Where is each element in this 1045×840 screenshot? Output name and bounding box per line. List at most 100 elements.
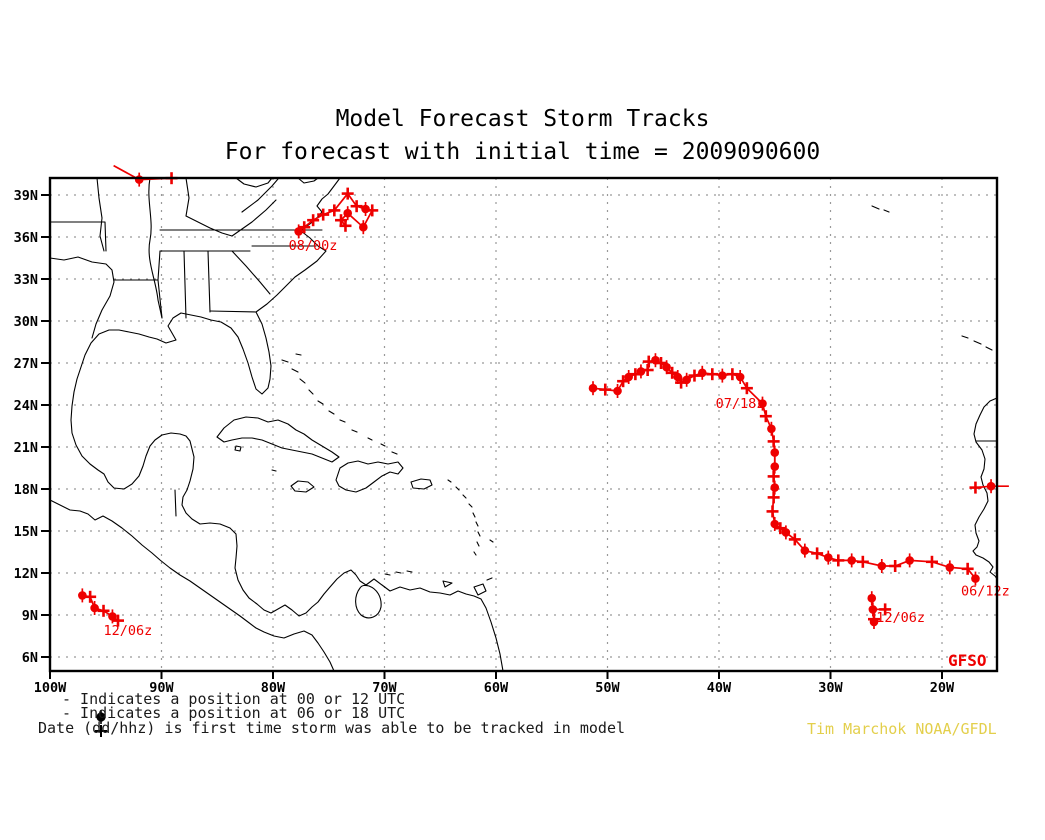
island-isle-of-youth (234, 445, 242, 452)
position-marker-06-18utc (961, 562, 974, 575)
islands-canary (961, 335, 993, 351)
island-cuba (216, 416, 340, 463)
storm-track-northeast-us: 08/00z (289, 187, 379, 254)
storm-track-great-lakes-edge (113, 164, 178, 187)
x-axis-label: 70W (372, 680, 397, 696)
mountain-border-1 (241, 178, 279, 213)
legend-text-1: - Indicates a position at 00 or 12 UTC (62, 689, 406, 708)
position-marker-00-12utc (847, 556, 856, 565)
position-marker-06-18utc (328, 204, 341, 217)
position-marker-06-18utc (879, 603, 892, 616)
islands-abc (384, 570, 413, 576)
credit-text: Tim Marchok NOAA/GFDL (807, 720, 997, 738)
legend-text-2: - Indicates a position at 06 or 18 UTC (62, 703, 406, 722)
lake-erie-edge (235, 177, 273, 188)
position-marker-06-18utc (767, 470, 780, 483)
y-axis-label: 36N (14, 230, 38, 246)
y-axis-label: 33N (14, 272, 38, 288)
x-axis-label: 80W (261, 680, 286, 696)
storm-tracks: 08/00z 07/18z 06/12z 12/06z 12/06z (78, 164, 1010, 639)
axis-ticks-and-labels: 100W 90W 80W 70W 60W 50W 40W 30W 20W 39N 36N 33N 30N… (14, 188, 955, 696)
first-tracked-date-label: 06/12z (961, 584, 1010, 600)
position-marker-00-12utc (868, 605, 878, 614)
position-marker-00-12utc (867, 593, 877, 603)
position-marker-00-12utc (770, 448, 780, 457)
legend-row-1: - Indicates a position at 00 or 12 UTC (38, 689, 406, 724)
lake-maracaibo (355, 584, 382, 619)
position-marker-06-18utc (341, 187, 354, 200)
island-puerto-rico (410, 478, 433, 490)
position-marker-00-12utc (359, 222, 368, 232)
position-marker-00-12utc (781, 528, 791, 537)
y-axis-label: 24N (14, 398, 38, 414)
position-marker-06-18utc (112, 614, 125, 627)
coastline-americas (70, 177, 504, 672)
islands-lesser-antilles (447, 479, 494, 556)
state-border-3 (185, 177, 190, 217)
position-marker-06-18utc (688, 369, 701, 382)
storm-track-central-atlantic-branch (867, 609, 880, 629)
x-axis-label: 20W (930, 680, 955, 696)
position-marker-00-12utc (682, 375, 691, 385)
position-marker-00-12utc (613, 386, 622, 396)
position-marker-06-18utc (339, 219, 352, 232)
position-marker-00-12utc (636, 367, 646, 376)
position-marker-06-18utc (366, 204, 379, 217)
first-tracked-date-label: 12/06z (876, 610, 925, 626)
position-marker-00-12utc (767, 424, 776, 434)
position-marker-06-18utc (350, 200, 363, 213)
first-tracked-date-label: 07/18z (716, 396, 765, 412)
islands-azores (871, 205, 890, 213)
position-marker-06-18utc (599, 383, 612, 396)
position-marker-00-12utc (823, 553, 833, 562)
position-marker-06-18utc (655, 357, 668, 369)
storm-track-west-atlantic: 07/18z (588, 353, 765, 412)
state-border-ms-al (183, 250, 187, 319)
islands-bahamas (271, 353, 398, 472)
y-axis-label: 15N (14, 524, 38, 540)
position-marker-06-18utc (740, 382, 753, 395)
position-marker-00-12utc (697, 368, 707, 378)
x-axis-label: 30W (818, 680, 843, 696)
state-border-ga-fl (209, 310, 257, 313)
position-marker-06-18utc (767, 491, 780, 504)
position-marker-00-12utc (770, 519, 780, 529)
position-marker-00-12utc (735, 372, 745, 382)
position-marker-00-12utc (718, 371, 727, 380)
island-tobago (486, 577, 493, 581)
position-marker-06-18utc (788, 533, 801, 546)
position-marker-00-12utc (361, 204, 370, 214)
position-marker-00-12utc (869, 617, 879, 627)
coastlines (49, 177, 998, 672)
mountain-border-2 (231, 199, 277, 237)
position-marker-00-12utc (986, 481, 996, 491)
position-marker-00-12utc (90, 603, 99, 613)
y-axis-label: 21N (14, 440, 38, 456)
border-belize-guatemala (174, 489, 177, 517)
position-marker-06-18utc (969, 481, 982, 494)
legend-row-3: Date (dd/hhz) is first time storm was ab… (38, 719, 625, 737)
position-marker-06-18utc (298, 221, 311, 234)
position-marker-06-18utc (889, 560, 902, 572)
position-marker-00-12utc (294, 227, 303, 236)
position-marker-06-18utc (811, 547, 824, 560)
coastline-west-africa (972, 397, 998, 580)
y-axis-label: 30N (14, 314, 38, 330)
storm-track-east-edge (969, 479, 1009, 494)
legend-row-2: - Indicates a position at 06 or 18 UTC (38, 703, 406, 737)
position-marker-00-12utc (877, 561, 887, 571)
position-marker-06-18utc (759, 410, 772, 423)
position-marker-06-18utc (766, 505, 779, 518)
island-hispaniola (335, 460, 404, 493)
x-axis-label: 40W (707, 680, 732, 696)
river-mississippi (148, 177, 163, 319)
x-axis-label: 60W (484, 680, 509, 696)
position-marker-00-12utc (905, 556, 914, 565)
position-marker-06-18utc (317, 208, 330, 221)
position-marker-00-12utc (108, 612, 117, 621)
position-marker-06-18utc (925, 555, 938, 568)
y-axis-label: 18N (14, 482, 38, 498)
storm-track-east-pacific: 12/06z (78, 588, 152, 639)
lat-lon-gridlines (50, 178, 997, 671)
